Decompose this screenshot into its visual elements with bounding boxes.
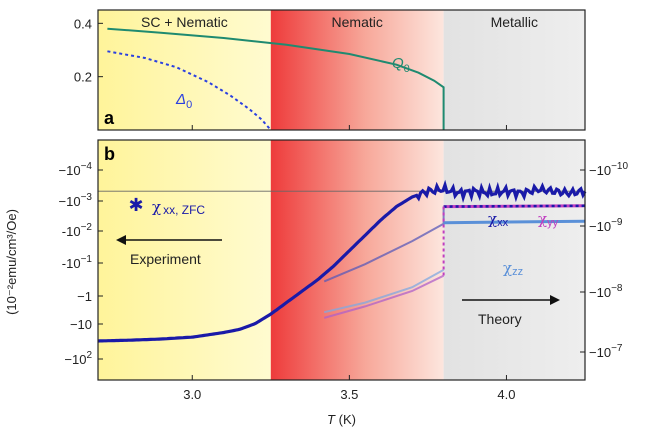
left-y-tick-exponent: −2 — [81, 222, 93, 233]
left-y-tick-exponent: −1 — [81, 254, 93, 265]
y-axis-label: (10⁻²emu/cm³/Oe) — [4, 209, 19, 315]
left-y-tick-label: −102 — [64, 350, 92, 367]
right-y-tick-exponent: −9 — [611, 217, 623, 228]
region-label: Metallic — [491, 14, 538, 30]
panel-a-frame — [97, 9, 586, 131]
region-band-2 — [443, 140, 585, 380]
left-y-tick-label: −10 — [70, 317, 92, 332]
x-axis-label: T (K) — [327, 412, 356, 427]
x-tick-label: 3.5 — [340, 387, 358, 402]
region-label: SC + Nematic — [141, 14, 228, 30]
right-y-tick-exponent: −10 — [611, 161, 628, 172]
right-y-tick-label: −10−10 — [589, 161, 628, 178]
y-tick-label: 0.2 — [74, 70, 92, 85]
x-axis: 3.0 3.5 4.0 T (K) — [183, 125, 515, 427]
theory-nematic-curve-2 — [323, 269, 445, 314]
x-tick-label: 4.0 — [497, 387, 515, 402]
series-label-sub: 0 — [186, 99, 192, 111]
right-y-tick-label: −10−8 — [589, 283, 623, 300]
right-y-tick-exponent: −8 — [611, 283, 623, 294]
x-axis-label-var: T — [327, 412, 336, 427]
left-y-tick-label: −10−3 — [59, 192, 93, 209]
series-line-Q0 — [107, 27, 445, 130]
theory-arrow-label: Theory — [478, 311, 522, 327]
panel-b-frame — [97, 139, 586, 381]
right-y-tick-exponent: −7 — [611, 343, 623, 354]
region-band-2 — [443, 10, 585, 130]
theory-nematic-curve-0 — [323, 206, 445, 283]
experiment-arrow-head — [116, 235, 126, 245]
left-y-tick-label: −10−4 — [59, 161, 93, 178]
series-label-sub: 0 — [404, 63, 410, 75]
panel-letter-b: b — [104, 144, 115, 164]
left-y-tick-label: −1 — [77, 289, 92, 304]
right-y-tick-label: −10−9 — [589, 217, 623, 234]
series-line-Delta0 — [107, 50, 272, 131]
theory-curve-χyy — [443, 204, 586, 209]
theory-label-sub: yy — [547, 217, 559, 229]
region-label: Nematic — [332, 14, 383, 30]
theory-nematic-curve-1 — [323, 274, 445, 319]
experiment-label: χ xx, ZFC — [152, 198, 205, 217]
theory-label-sub: xx — [497, 217, 509, 229]
x-axis-label-unit: (K) — [335, 412, 356, 427]
right-y-tick-label: −10−7 — [589, 343, 623, 360]
left-y-tick-exponent: 2 — [86, 350, 92, 361]
experiment-marker: ✱ — [128, 195, 143, 216]
left-y-tick-label: -10−2 — [62, 222, 93, 239]
panel-letter-a: a — [104, 108, 115, 128]
theory-label-sub: zz — [512, 266, 523, 278]
experiment-curve — [97, 179, 587, 343]
theory-curve-χzz — [443, 219, 586, 225]
left-y-tick-label: -10−1 — [62, 254, 93, 271]
left-y-tick-exponent: −4 — [81, 161, 93, 172]
left-y-tick-exponent: −3 — [81, 192, 93, 203]
experiment-label-sub: xx, ZFC — [163, 203, 205, 217]
y-tick-label: 0.4 — [74, 16, 92, 31]
region-band-1 — [270, 10, 444, 130]
experiment-arrow-label: Experiment — [130, 251, 201, 267]
theory-arrow-head — [550, 295, 560, 305]
region-band-1 — [270, 140, 444, 380]
x-tick-label: 3.0 — [183, 387, 201, 402]
